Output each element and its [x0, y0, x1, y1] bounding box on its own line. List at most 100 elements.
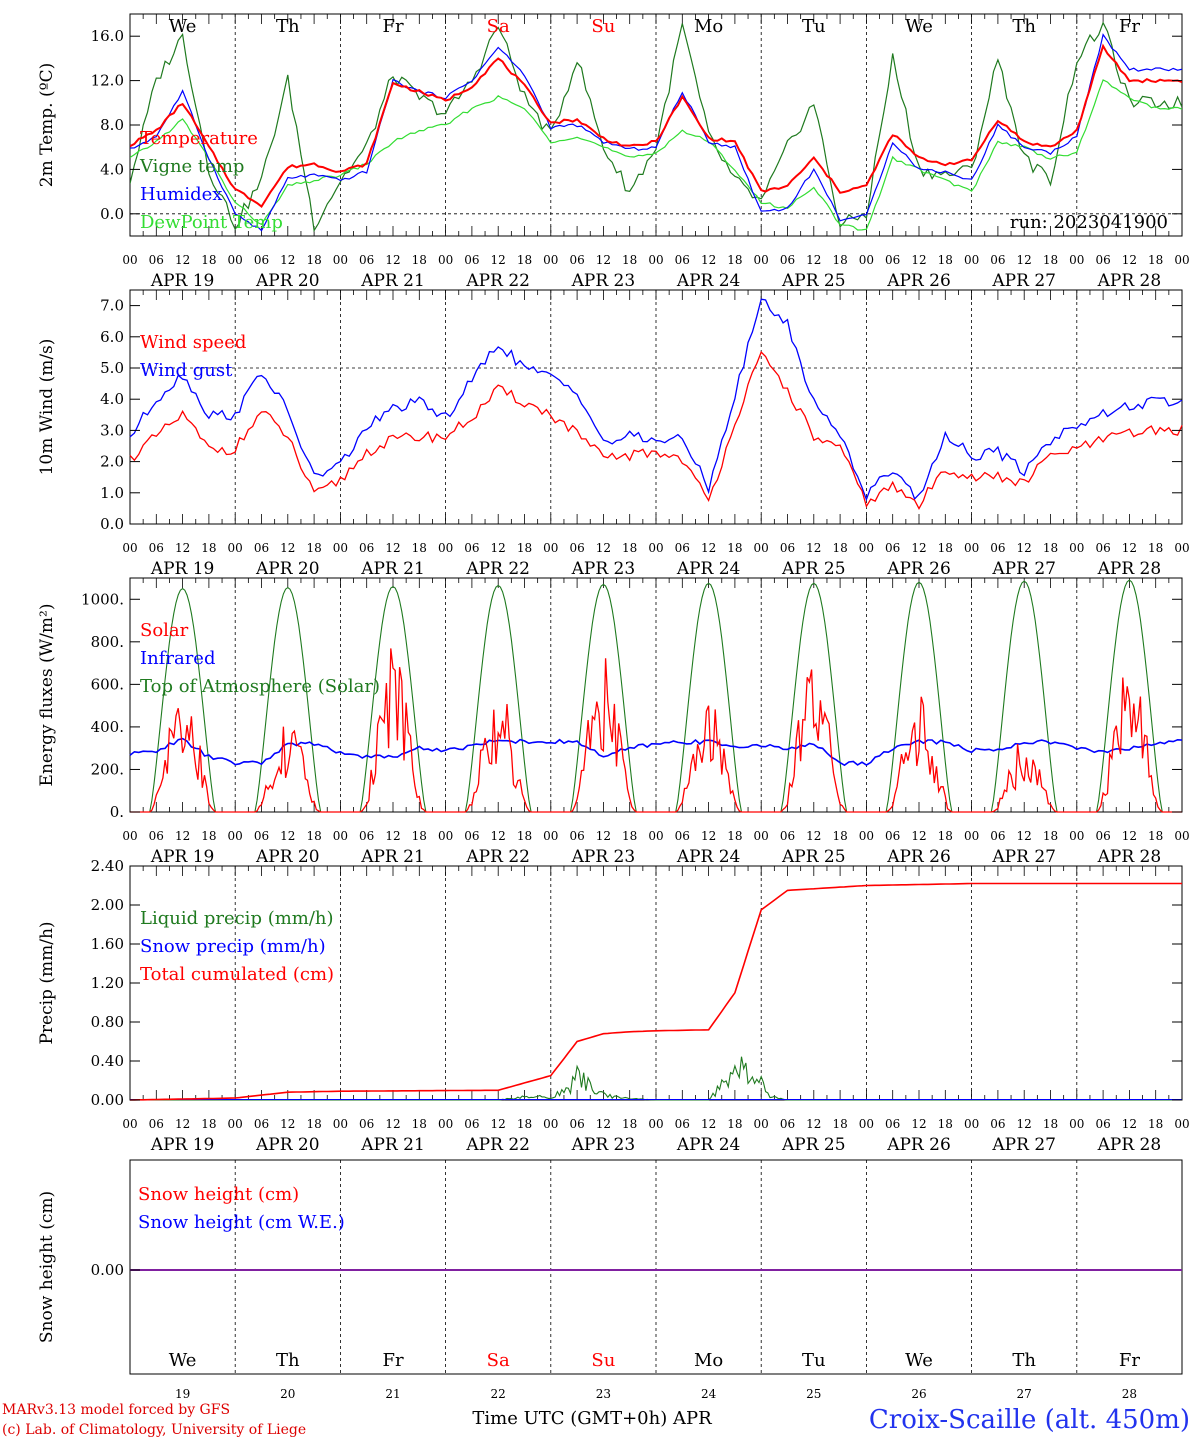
hour-label: 12: [385, 829, 400, 843]
hour-label: 00: [122, 829, 137, 843]
date-label: APR 20: [255, 271, 320, 291]
date-label: APR 25: [781, 847, 846, 867]
legend-entry: Wind speed: [140, 332, 246, 353]
y-tick-label: 4.0: [100, 160, 124, 178]
date-label: APR 23: [571, 559, 636, 579]
y-tick-label: 1000.: [81, 590, 124, 608]
panel-3: 0. 200. 400. 600. 800. 1000. Energy fluxes (W/…: [37, 577, 1190, 867]
panel-2: 0.0 1.0 2.0 3.0 4.0 5.0 6.0 7.0 10m Wind (m/s) Wi…: [37, 289, 1190, 579]
y-tick-label: 2.0: [100, 453, 124, 471]
day-number-label: 20: [280, 1387, 295, 1401]
hour-label: 00: [1069, 829, 1084, 843]
hour-label: 18: [1148, 829, 1163, 843]
day-number-label: 24: [701, 1387, 717, 1401]
hour-label: 12: [911, 541, 926, 555]
hour-label: 06: [359, 541, 374, 555]
hour-label: 06: [1095, 541, 1110, 555]
date-label: APR 22: [465, 271, 530, 291]
hour-label: 06: [990, 541, 1005, 555]
day-name-label: Fr: [1119, 16, 1140, 37]
series-line: [129, 298, 1183, 502]
hour-label: 18: [201, 541, 216, 555]
date-label: APR 23: [571, 1135, 636, 1155]
y-axis-label: 10m Wind (m/s): [37, 339, 57, 476]
hour-label: 06: [885, 829, 900, 843]
hour-label: 18: [201, 253, 216, 267]
hour-label: 00: [228, 253, 243, 267]
hour-label: 06: [359, 253, 374, 267]
hour-label: 00: [859, 541, 874, 555]
hour-label: 12: [280, 253, 295, 267]
hour-label: 00: [438, 829, 453, 843]
footer-lab: (c) Lab. of Climatology, University of L…: [2, 1422, 306, 1438]
hour-label: 12: [385, 541, 400, 555]
date-label: APR 19: [150, 1135, 215, 1155]
hour-label: 18: [622, 829, 637, 843]
date-label: APR 27: [991, 271, 1056, 291]
y-tick-label: 12.0: [91, 72, 124, 90]
day-name-label: Fr: [1119, 1350, 1140, 1371]
date-label: APR 24: [676, 271, 741, 291]
hour-label: 12: [1017, 541, 1032, 555]
y-tick-label: 0.80: [91, 1013, 124, 1031]
hour-label: 06: [149, 253, 164, 267]
hour-label: 00: [754, 1117, 769, 1131]
hour-label: 12: [806, 1117, 821, 1131]
hour-label: 06: [675, 1117, 690, 1131]
hour-label: 00: [543, 541, 558, 555]
y-tick-label: 3.0: [100, 421, 124, 439]
hour-label: 12: [911, 829, 926, 843]
series-line: [130, 79, 1182, 231]
hour-label: 12: [1017, 253, 1032, 267]
y-tick-label: 800.: [91, 633, 124, 651]
legend-entry: Total cumulated (cm): [140, 964, 334, 985]
hour-label: 06: [1095, 829, 1110, 843]
hour-label: 18: [306, 1117, 321, 1131]
hour-label: 00: [964, 1117, 979, 1131]
hour-label: 18: [938, 253, 953, 267]
hour-label: 18: [938, 541, 953, 555]
y-tick-label: 8.0: [100, 116, 124, 134]
hour-label: 12: [701, 253, 716, 267]
hour-label: 00: [228, 541, 243, 555]
hour-label: 06: [569, 1117, 584, 1131]
hour-label: 18: [727, 829, 742, 843]
hour-label: 18: [412, 541, 427, 555]
hour-label: 12: [701, 541, 716, 555]
day-number-label: 28: [1122, 1387, 1137, 1401]
hour-label: 12: [175, 1117, 190, 1131]
hour-label: 18: [517, 829, 532, 843]
hour-label: 06: [464, 829, 479, 843]
date-label: APR 23: [571, 847, 636, 867]
hour-label: 06: [780, 253, 795, 267]
hour-label: 06: [254, 253, 269, 267]
date-label: APR 20: [255, 1135, 320, 1155]
panel-4: 0.00 0.40 0.80 1.20 1.60 2.00 2.40 Precip (mm/h…: [37, 857, 1190, 1155]
hour-label: 06: [675, 541, 690, 555]
hour-label: 00: [122, 1117, 137, 1131]
hour-label: 06: [780, 1117, 795, 1131]
hour-label: 00: [543, 253, 558, 267]
hour-label: 06: [359, 1117, 374, 1131]
day-name-label: We: [169, 16, 197, 37]
day-name-label: Th: [276, 16, 300, 37]
hour-label: 06: [254, 829, 269, 843]
hour-label: 06: [149, 541, 164, 555]
hour-label: 00: [859, 829, 874, 843]
hour-label: 06: [885, 541, 900, 555]
day-name-label: We: [169, 1350, 197, 1371]
hour-label: 18: [938, 829, 953, 843]
hour-label: 12: [1122, 253, 1137, 267]
hour-label: 18: [938, 1117, 953, 1131]
hour-label: 00: [333, 541, 348, 555]
y-tick-label: 200.: [91, 760, 124, 778]
hour-label: 12: [596, 253, 611, 267]
day-name-label: Th: [1012, 16, 1036, 37]
hour-label: 12: [701, 1117, 716, 1131]
date-label: APR 27: [991, 559, 1056, 579]
hour-label: 12: [385, 253, 400, 267]
date-label: APR 27: [991, 1135, 1056, 1155]
day-number-label: 22: [491, 1387, 506, 1401]
day-number-label: 23: [596, 1387, 611, 1401]
